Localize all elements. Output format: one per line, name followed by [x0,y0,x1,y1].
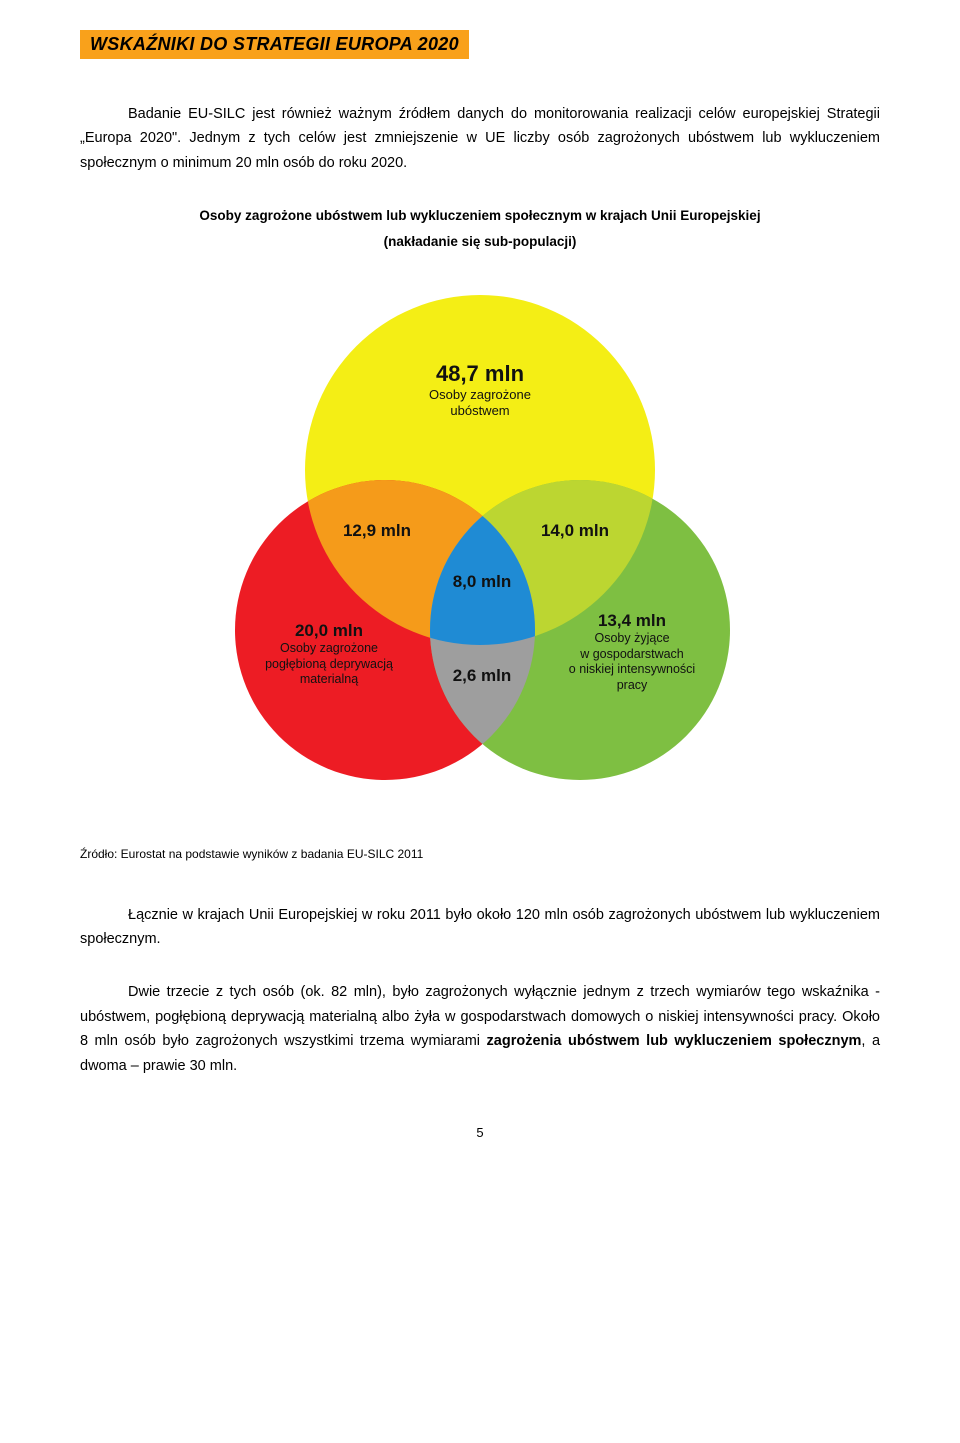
paragraph-3: Dwie trzecie z tych osób (ok. 82 mln), b… [80,980,880,1079]
chart-title-line1: Osoby zagrożone ubóstwem lub wykluczenie… [199,208,760,223]
source-citation: Źródło: Eurostat na podstawie wyników z … [80,847,880,861]
page-root: WSKAŹNIKI DO STRATEGII EUROPA 2020 Badan… [0,0,960,1200]
chart-title-line2: (nakładanie się sub-populacji) [384,234,577,249]
venn-svg [200,265,760,825]
paragraph-3-bold: zagrożenia ubóstwem lub wykluczeniem spo… [487,1033,862,1049]
page-number: 5 [80,1125,880,1140]
paragraph-2: Łącznie w krajach Unii Europejskiej w ro… [80,903,880,952]
section-header: WSKAŹNIKI DO STRATEGII EUROPA 2020 [80,30,469,59]
intro-paragraph: Badanie EU-SILC jest również ważnym źród… [80,102,880,176]
chart-title: Osoby zagrożone ubóstwem lub wykluczenie… [80,203,880,254]
venn-diagram: 48,7 mln Osoby zagrożoneubóstwem 12,9 ml… [200,265,760,825]
